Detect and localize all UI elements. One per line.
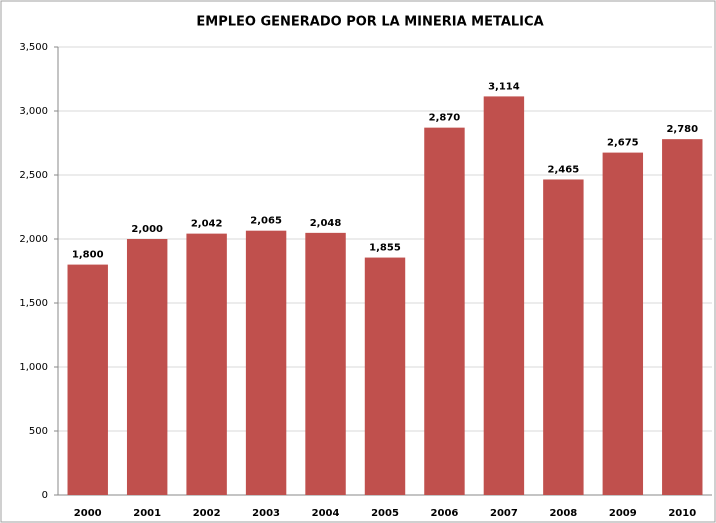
data-label: 3,114 <box>488 81 520 92</box>
data-label: 2,000 <box>131 224 163 235</box>
x-tick-label: 2006 <box>431 508 459 519</box>
x-tick-label: 2003 <box>252 508 280 519</box>
bar <box>126 239 168 495</box>
chart-title: EMPLEO GENERADO POR LA MINERIA METALICA <box>196 15 543 30</box>
bar <box>245 230 287 495</box>
y-tick-label: 500 <box>29 426 48 437</box>
bar <box>364 257 406 495</box>
x-tick-label: 2001 <box>133 508 161 519</box>
x-tick-label: 2009 <box>609 508 637 519</box>
bar <box>543 179 584 496</box>
y-tick-label: 1,000 <box>19 362 48 373</box>
y-tick-label: 2,000 <box>19 234 48 245</box>
y-tick-label: 2,500 <box>19 170 48 181</box>
bar <box>67 264 108 495</box>
data-label: 2,048 <box>310 218 342 229</box>
y-tick-label: 3,000 <box>19 106 48 117</box>
x-tick-label: 2002 <box>193 508 221 519</box>
data-label: 1,855 <box>369 243 401 254</box>
data-label: 2,065 <box>250 216 282 227</box>
data-label: 2,675 <box>607 138 639 149</box>
bar <box>305 232 346 495</box>
data-label: 1,800 <box>72 250 104 261</box>
y-tick-label: 3,500 <box>19 42 48 53</box>
bar <box>602 152 644 495</box>
x-tick-label: 2010 <box>668 508 696 519</box>
data-label: 2,780 <box>666 124 698 135</box>
x-tick-label: 2007 <box>490 508 518 519</box>
data-label: 2,870 <box>429 113 461 124</box>
x-tick-label: 2004 <box>312 508 340 519</box>
x-tick-label: 2000 <box>74 508 102 519</box>
bar <box>424 127 465 495</box>
x-tick-label: 2008 <box>549 508 577 519</box>
bar <box>186 233 227 495</box>
y-tick-label: 1,500 <box>19 298 48 309</box>
data-label: 2,465 <box>548 164 580 175</box>
bar <box>483 96 525 496</box>
bar <box>662 139 703 495</box>
data-label: 2,042 <box>191 219 223 230</box>
x-tick-label: 2005 <box>371 508 399 519</box>
y-tick-label: 0 <box>42 490 48 501</box>
